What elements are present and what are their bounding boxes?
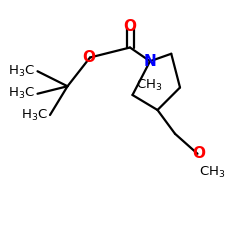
Text: CH$_3$: CH$_3$ <box>199 165 225 180</box>
Text: H$_3$C: H$_3$C <box>8 86 35 101</box>
Text: O: O <box>124 19 136 34</box>
Text: O: O <box>192 146 205 161</box>
Text: N: N <box>144 54 156 69</box>
Text: CH$_3$: CH$_3$ <box>136 78 163 92</box>
Text: O: O <box>82 50 95 65</box>
Text: H$_3$C: H$_3$C <box>20 108 48 122</box>
Text: H$_3$C: H$_3$C <box>8 64 35 79</box>
